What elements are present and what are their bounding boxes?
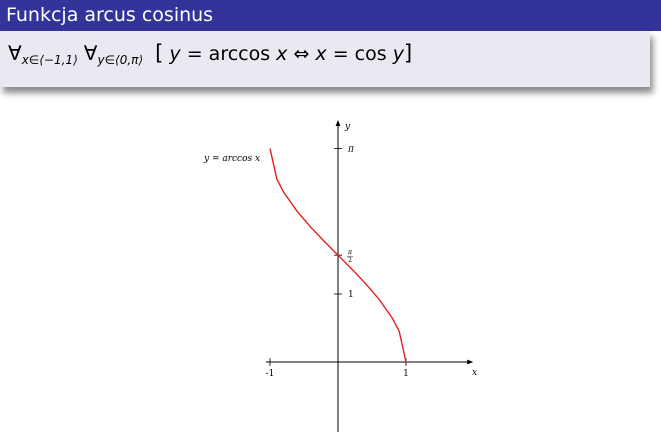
y-tick-label-numerator: π bbox=[347, 249, 353, 256]
definition-block: ∀x∈⟨−1,1⟩ ∀y∈⟨0,π⟩ [ y = arccos x ⇔ x = … bbox=[0, 31, 650, 87]
domain-y: y∈⟨0,π⟩ bbox=[97, 53, 144, 67]
equals-cos: = cos bbox=[326, 43, 393, 65]
forall-symbol: ∀ bbox=[8, 41, 22, 65]
forall-symbol-2: ∀ bbox=[83, 41, 98, 65]
cos-argument: y bbox=[392, 43, 404, 65]
y-tick-label: 1 bbox=[348, 290, 354, 300]
open-bracket: [ bbox=[155, 41, 164, 65]
definition-formula: ∀x∈⟨−1,1⟩ ∀y∈⟨0,π⟩ [ y = arccos x ⇔ x = … bbox=[8, 41, 412, 67]
domain-x: x∈⟨−1,1⟩ bbox=[21, 53, 78, 67]
x-axis-label: x bbox=[472, 368, 477, 378]
slide-title: Funkcja arcus cosinus bbox=[0, 0, 661, 31]
y-tick-label-denominator: 2 bbox=[348, 257, 352, 264]
rhs-variable: x bbox=[315, 43, 327, 65]
x-tick-label: 1 bbox=[403, 369, 409, 379]
x-tick-label: -1 bbox=[266, 369, 275, 379]
lhs-variable: y bbox=[169, 43, 181, 65]
curve-label: y = arccos x bbox=[203, 154, 260, 164]
iff-symbol: ⇔ bbox=[287, 43, 316, 65]
arccos-argument: x bbox=[276, 43, 288, 65]
y-axis-label: y bbox=[344, 122, 351, 132]
arccos-curve bbox=[269, 148, 407, 363]
y-tick-label: π bbox=[347, 144, 355, 154]
close-bracket: ] bbox=[403, 41, 413, 65]
equals-arccos: = arccos bbox=[180, 43, 277, 65]
